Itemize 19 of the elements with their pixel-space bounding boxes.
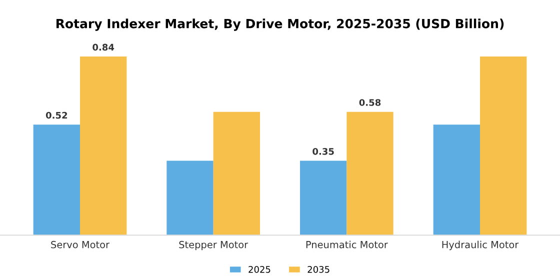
bar — [166, 160, 214, 236]
x-tick-label: Pneumatic Motor — [306, 240, 388, 248]
data-label: 0.84 — [92, 44, 114, 51]
legend-label: 2025 — [248, 266, 270, 273]
x-tick-label: Stepper Motor — [179, 240, 248, 250]
x-tick-label: Hydraulic Motor — [442, 240, 519, 250]
bar — [433, 124, 480, 236]
chart-title: Rotary Indexer Market, By Drive Motor, 2025-2035 (USD Billion) — [56, 18, 504, 31]
bar — [300, 160, 347, 236]
bar — [213, 112, 260, 236]
bar — [480, 56, 527, 236]
data-label: 0.58 — [359, 99, 381, 106]
data-label: 0.35 — [312, 148, 334, 155]
bar — [33, 124, 80, 236]
x-tick-label: Servo Motor — [51, 240, 110, 248]
data-label: 0.52 — [46, 112, 68, 119]
legend-label: 2035 — [308, 266, 330, 273]
bar — [346, 112, 394, 236]
bar — [80, 56, 127, 236]
